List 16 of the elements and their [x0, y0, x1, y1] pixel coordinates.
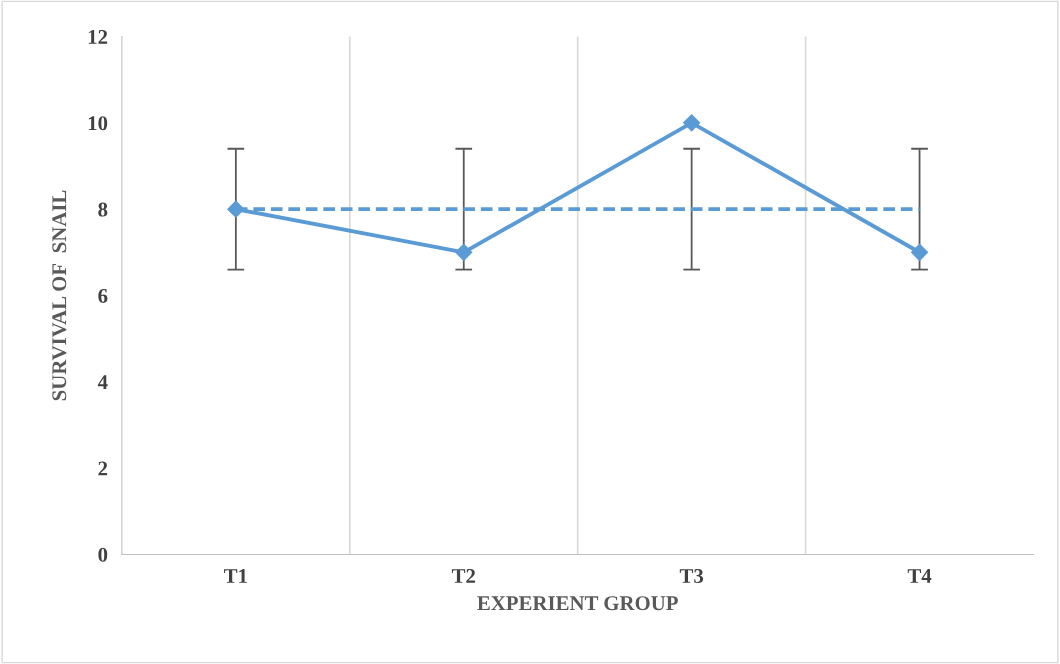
x-axis-title: EXPERIENT GROUP [477, 596, 678, 611]
y-tick-label: 12 [88, 29, 108, 44]
point [455, 243, 473, 261]
x-tick-label: T1 [224, 569, 247, 583]
x-tick-label: T4 [907, 569, 932, 583]
point [683, 114, 701, 132]
y-axis-title: SURVIVAL OF SNAIL [52, 190, 67, 401]
y-tick-label: 2 [98, 461, 108, 476]
x-tick-label: T2 [451, 568, 476, 583]
y-tick-label: 4 [97, 375, 108, 390]
point [910, 243, 929, 261]
x-tick-label: T3 [679, 568, 704, 583]
y-tick-label: 10 [88, 116, 108, 131]
y-tick-label: 6 [98, 288, 108, 303]
y-tick-label: 8 [98, 202, 108, 217]
y-tick-label: 0 [98, 547, 108, 562]
